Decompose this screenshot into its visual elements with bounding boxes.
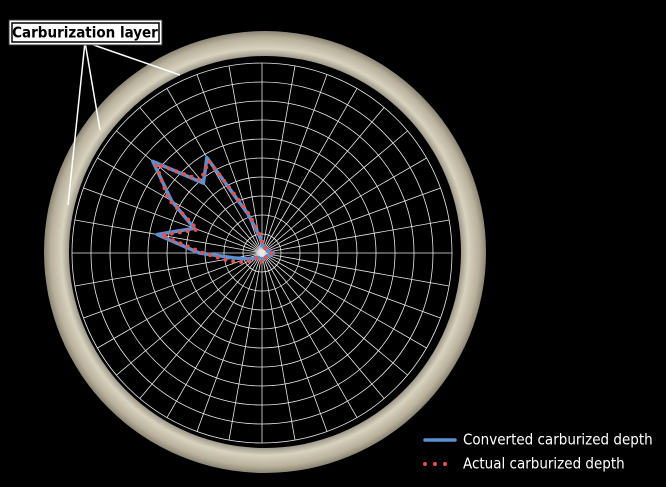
grid-spoke <box>261 252 328 432</box>
legend: Converted carburized depth Actual carburi… <box>423 431 653 473</box>
grid-spoke <box>261 130 408 254</box>
annotation-box-inner <box>11 22 160 43</box>
annotation-leader <box>84 41 101 131</box>
grid-spoke <box>83 252 263 319</box>
grid-spoke <box>261 252 408 376</box>
grid-spoke <box>97 157 263 254</box>
grid-spoke <box>74 219 263 254</box>
grid-spoke <box>261 65 296 254</box>
annotation-leader <box>67 41 86 206</box>
series-line <box>153 158 274 265</box>
grid-spoke <box>196 252 263 432</box>
grid-spoke <box>261 252 450 287</box>
legend-label: Converted carburized depth <box>463 431 653 449</box>
grid-spoke <box>261 252 296 441</box>
grid-spoke <box>83 187 263 254</box>
grid-spoke <box>166 252 263 418</box>
grid-spoke <box>261 157 427 254</box>
grid-spoke <box>261 74 328 254</box>
annotation-text: Carburization layer <box>12 24 158 42</box>
grid-spoke <box>261 88 358 254</box>
grid-spoke <box>261 107 385 254</box>
grid-spoke <box>261 187 441 254</box>
annotation-box <box>8 19 163 46</box>
annotation-leader <box>84 41 181 76</box>
grid-spoke <box>228 65 263 254</box>
legend-label: Actual carburized depth <box>463 455 625 473</box>
grid-spoke <box>261 252 358 418</box>
grid-spoke <box>261 252 427 349</box>
grid-spoke <box>116 252 263 376</box>
grid-spoke <box>261 252 441 319</box>
annotation: Carburization layer <box>8 19 181 206</box>
grid-spoke <box>97 252 263 349</box>
grid-spoke <box>139 252 263 399</box>
grid-spoke <box>261 252 385 399</box>
grid-spoke <box>261 219 450 254</box>
grid-spoke <box>116 130 263 254</box>
grid-spoke <box>228 252 263 441</box>
polar-plot <box>71 62 453 444</box>
